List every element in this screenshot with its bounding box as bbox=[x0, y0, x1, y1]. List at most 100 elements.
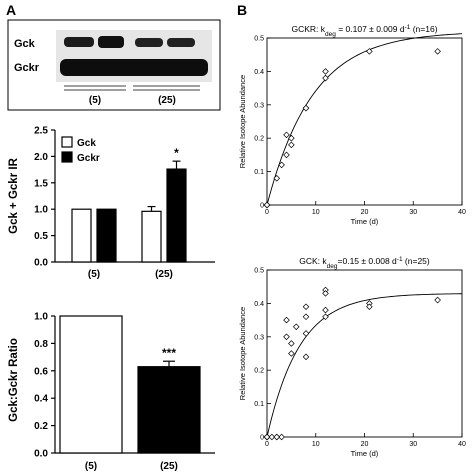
band-gck-1 bbox=[64, 37, 94, 47]
scatter-chart-gck: GCK: kdeg=0.15 ± 0.008 d-1 (n=25) 0 0.1 0.2… bbox=[238, 256, 466, 459]
scatter-chart-gckr: GCKR: kdeg = 0.107 ± 0.009 d-1 (n=16) 0 0.… bbox=[238, 24, 466, 227]
bar2-y-tick-label: 0.0 bbox=[34, 449, 48, 460]
bar1-bar-gckr-1 bbox=[166, 168, 187, 263]
gckr-scatter-x-tick-label: 40 bbox=[458, 209, 466, 216]
panel-letter-a: A bbox=[6, 2, 16, 18]
gck-scatter-data-point bbox=[302, 303, 310, 311]
gck-scatter-data-point bbox=[302, 330, 310, 337]
gck-scatter-x-tick-label: 20 bbox=[361, 441, 369, 448]
gck-scatter-data-point bbox=[302, 313, 310, 321]
gckr-scatter-fit-curve bbox=[266, 33, 463, 206]
gckr-scatter-x-tick-label: 10 bbox=[312, 209, 320, 216]
gck-scatter-x-tick-label: 40 bbox=[458, 441, 466, 448]
gck-scatter-plot-frame bbox=[266, 269, 463, 438]
gck-scatter-y-tick-label: 0.3 bbox=[254, 334, 264, 341]
gck-scatter-x-tick-label: 10 bbox=[312, 441, 320, 448]
gck-scatter-data-point bbox=[366, 303, 373, 311]
blot-row-gck: Gck bbox=[14, 38, 36, 50]
bar1-y-tick-label: 2.0 bbox=[34, 152, 48, 163]
band-gckr bbox=[60, 59, 208, 76]
bar1-y-tick-label: 0.0 bbox=[34, 258, 48, 269]
blot-group-5: (5) bbox=[89, 95, 101, 106]
bar1-bar-gck-1 bbox=[141, 210, 162, 263]
bar1-legend-swatch-gck bbox=[61, 136, 73, 148]
bar1-y-label: Gck + Gckr IR bbox=[8, 157, 20, 233]
gck-scatter-data-point bbox=[263, 433, 271, 441]
bar2-y-tick-label: 0.8 bbox=[34, 339, 48, 350]
bar2-y-tick-label: 1.0 bbox=[34, 312, 48, 323]
gckr-scatter-data-point bbox=[322, 74, 329, 82]
gckr-scatter-data-point bbox=[283, 151, 290, 159]
gck-scatter-data-point bbox=[288, 350, 295, 357]
bar1-y-tick-label: 1.0 bbox=[34, 205, 48, 216]
gckr-scatter-y-tick-label: 0.1 bbox=[254, 169, 264, 176]
gckr-scatter-data-point bbox=[288, 141, 295, 149]
band-gck-2 bbox=[98, 36, 124, 48]
gckr-scatter-data-point bbox=[434, 48, 441, 55]
gck-scatter-y-tick-label: 0.1 bbox=[254, 401, 264, 408]
band-gck-3 bbox=[135, 38, 163, 47]
gck-scatter-y-tick-label: 0.2 bbox=[254, 368, 264, 375]
gck-scatter-y-tick-label: 0.4 bbox=[254, 301, 264, 308]
gck-scatter-y-label: Relative Isotope Abundance bbox=[238, 307, 247, 400]
bar1-legend-gckr: Gckr bbox=[77, 153, 100, 164]
blot-group-25: (25) bbox=[158, 95, 176, 106]
bar1-y-tick-label: 1.5 bbox=[34, 178, 48, 189]
gckr-scatter-data-point bbox=[263, 201, 271, 209]
bar2-y-tick-label: 0.4 bbox=[34, 394, 48, 405]
bar1-y-tick-label: 0.5 bbox=[34, 231, 48, 242]
gckr-scatter-y-tick-label: 0.2 bbox=[254, 136, 264, 143]
bar1-y-tick-label: 2.5 bbox=[34, 126, 48, 137]
gckr-scatter-y-tick-label: 0.5 bbox=[254, 36, 264, 43]
bar2-y-tick-label: 0.2 bbox=[34, 421, 48, 432]
gck-scatter-data-point bbox=[268, 433, 276, 441]
bar2-y-tick-label: 0.6 bbox=[34, 366, 48, 377]
western-blot: Gck Gckr (5) (25) bbox=[7, 19, 221, 111]
gckr-scatter-data-point bbox=[366, 48, 373, 55]
bar2-significance: *** bbox=[162, 346, 176, 360]
gck-scatter-data-point bbox=[288, 340, 295, 347]
gck-scatter-x-label: Time (d) bbox=[351, 449, 379, 458]
gck-scatter-y-tick-label: 0 bbox=[260, 435, 264, 442]
gckr-scatter-x-tick-label: 30 bbox=[409, 209, 417, 216]
gckr-scatter-data-point bbox=[273, 174, 281, 182]
gck-scatter-data-point bbox=[273, 433, 281, 441]
bar-chart-ir: Gck + Gckr IR 0.0 0.5 1.0 1.5 2.0 2.5 (5) (25)… bbox=[8, 126, 215, 280]
gck-scatter-x-tick-label: 30 bbox=[409, 441, 417, 448]
bar1-bar-gck-0 bbox=[71, 208, 92, 263]
gck-scatter-data-point bbox=[434, 296, 441, 304]
gckr-scatter-x-tick-label: 0 bbox=[265, 209, 269, 216]
panel-letter-b: B bbox=[237, 2, 247, 18]
gck-scatter-data-point bbox=[322, 306, 329, 314]
blot-row-gckr: Gckr bbox=[14, 62, 40, 74]
bar2-category-label: (5) bbox=[85, 461, 97, 472]
bar1-category-label: (25) bbox=[155, 269, 173, 280]
bar2-bar-0 bbox=[59, 315, 123, 454]
gck-scatter-data-point bbox=[283, 333, 290, 341]
bar2-y-label: Gck:Gckr Ratio bbox=[8, 338, 20, 422]
gck-scatter-data-point bbox=[302, 353, 310, 361]
bar1-significance: * bbox=[174, 146, 179, 160]
gck-scatter-data-point bbox=[292, 323, 300, 331]
bar1-category-label: (5) bbox=[88, 269, 100, 280]
gckr-scatter-y-tick-label: 0.3 bbox=[254, 102, 264, 109]
gck-scatter-data-point bbox=[278, 433, 285, 441]
gckr-scatter-title: GCKR: kdeg = 0.107 ± 0.009 d-1 (n=16) bbox=[291, 24, 437, 38]
bar2-category-label: (25) bbox=[160, 461, 178, 472]
gckr-scatter-x-label: Time (d) bbox=[351, 217, 379, 226]
gck-scatter-fit-curve bbox=[266, 293, 463, 438]
bar1-legend-gck: Gck bbox=[77, 138, 96, 149]
gckr-scatter-data-point bbox=[278, 161, 285, 169]
band-gck-4 bbox=[167, 38, 195, 47]
gck-scatter-title: GCK: kdeg=0.15 ± 0.008 d-1 (n=25) bbox=[299, 256, 430, 270]
gck-scatter-data-point bbox=[322, 290, 329, 297]
gck-scatter-data-point bbox=[322, 313, 329, 321]
gckr-scatter-x-tick-label: 20 bbox=[361, 209, 369, 216]
gck-scatter-data-point bbox=[283, 316, 290, 324]
bar1-legend-swatch-gckr bbox=[61, 151, 73, 163]
gckr-scatter-data-point bbox=[322, 68, 329, 75]
bar-chart-ratio: Gck:Gckr Ratio 0.0 0.2 0.4 0.6 0.8 1.0 (5) (25… bbox=[8, 312, 215, 472]
gckr-scatter-data-point bbox=[288, 134, 295, 142]
gckr-scatter-plot-frame bbox=[266, 37, 463, 206]
